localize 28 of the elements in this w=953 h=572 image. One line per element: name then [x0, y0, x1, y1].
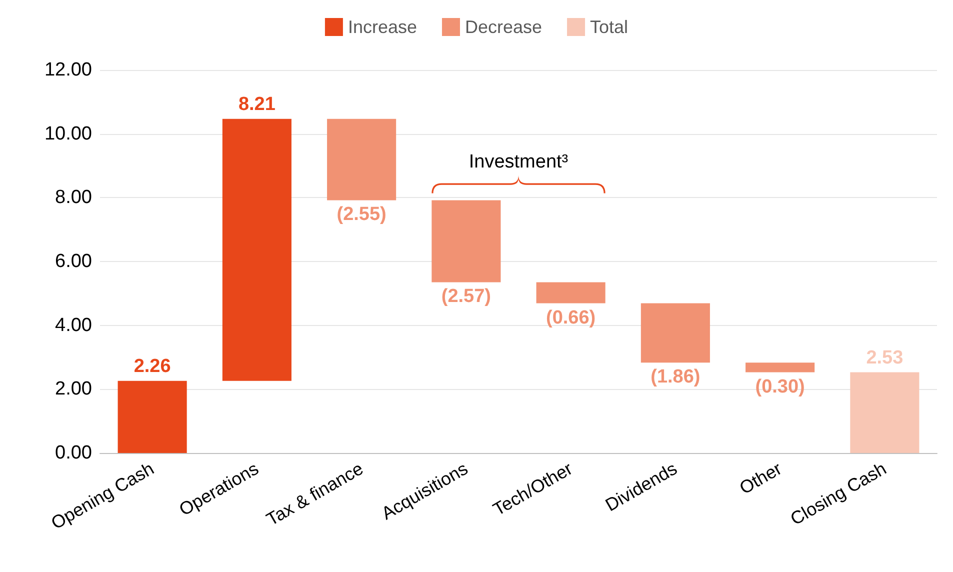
bar	[640, 303, 710, 363]
legend-label: Increase	[348, 17, 417, 37]
data-label: (0.66)	[546, 307, 596, 328]
bar	[222, 118, 292, 381]
bar	[327, 118, 396, 200]
data-label: 2.53	[866, 347, 904, 368]
legend-label: Total	[590, 17, 628, 37]
y-tick-label: 4.00	[55, 314, 92, 336]
data-label: 8.21	[238, 94, 276, 115]
y-tick-label: 10.00	[44, 123, 92, 144]
y-tick-label: 2.00	[55, 378, 92, 400]
data-label: (2.57)	[441, 286, 492, 308]
bar	[118, 380, 187, 453]
x-tick-label: Other	[736, 458, 786, 498]
data-label: 2.26	[134, 356, 171, 377]
bar	[746, 362, 815, 372]
y-tick-label: 6.00	[55, 251, 92, 272]
y-tick-label: 12.00	[44, 60, 92, 80]
data-label: (1.86)	[650, 366, 700, 388]
data-label: (0.30)	[755, 376, 805, 398]
bar	[850, 372, 920, 453]
annotation: Investment³	[468, 151, 568, 172]
y-tick-label: 0.00	[55, 442, 92, 464]
data-label: (2.55)	[336, 204, 386, 226]
y-tick-label: 8.00	[55, 187, 92, 208]
legend-label: Decrease	[464, 17, 542, 37]
bar	[536, 282, 606, 304]
bar	[432, 200, 501, 282]
